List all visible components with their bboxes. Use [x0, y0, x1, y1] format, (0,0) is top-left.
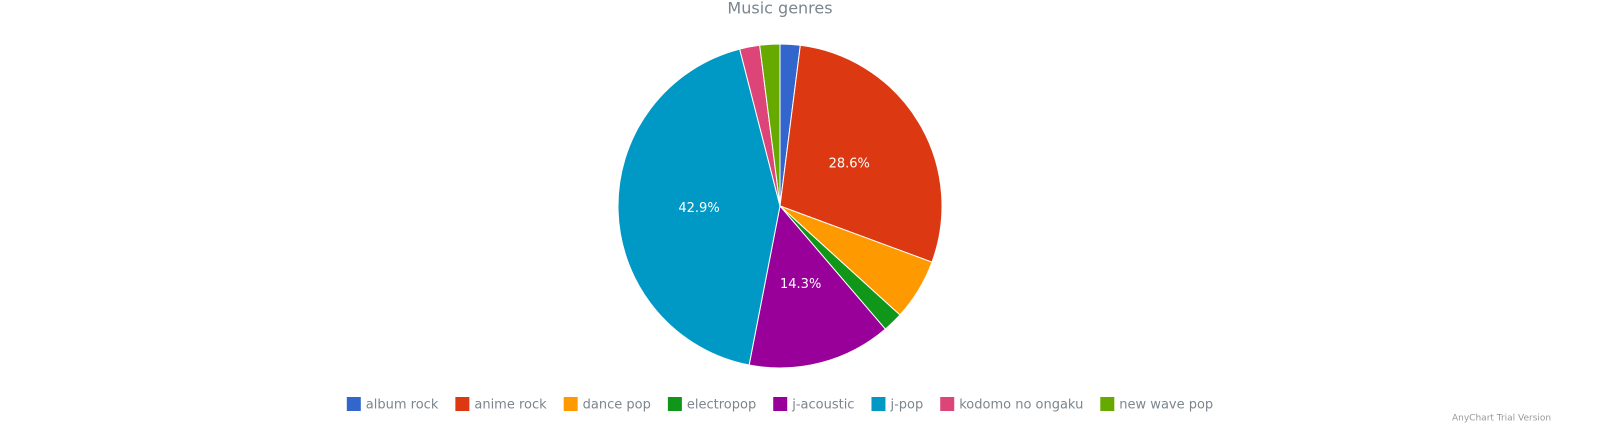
watermark: AnyChart Trial Version: [1452, 414, 1551, 424]
data-label: 28.6%: [829, 156, 870, 171]
pie: 28.6% 14.3% 42.9%: [617, 43, 943, 369]
legend-label: dance pop: [583, 398, 651, 413]
legend-swatch: [346, 397, 361, 411]
legend-label: album rock: [366, 398, 439, 413]
legend-label: j-pop: [889, 398, 923, 413]
legend-label: kodomo no ongaku: [959, 398, 1083, 413]
legend: album rock anime rock dance pop electropop j…: [346, 397, 1213, 413]
data-label: 14.3%: [780, 277, 821, 292]
legend-swatch: [940, 397, 955, 411]
pie-slice: [748, 204, 887, 369]
legend-swatch: [563, 397, 578, 411]
chart-title: Music genres: [727, 0, 832, 18]
pie-slice: [617, 48, 781, 366]
pie-slice: [779, 44, 943, 263]
legend-label: new wave pop: [1119, 398, 1213, 413]
legend-swatch: [871, 397, 886, 411]
legend-label: anime rock: [474, 398, 547, 413]
pie-slice: [759, 43, 781, 207]
legend-swatch: [667, 397, 682, 411]
legend-swatch: [773, 397, 788, 411]
legend-label: j-acoustic: [791, 398, 854, 413]
legend-label: electropop: [687, 398, 756, 413]
legend-swatch: [1100, 397, 1115, 411]
data-label: 42.9%: [678, 201, 719, 216]
legend-swatch: [455, 397, 470, 411]
